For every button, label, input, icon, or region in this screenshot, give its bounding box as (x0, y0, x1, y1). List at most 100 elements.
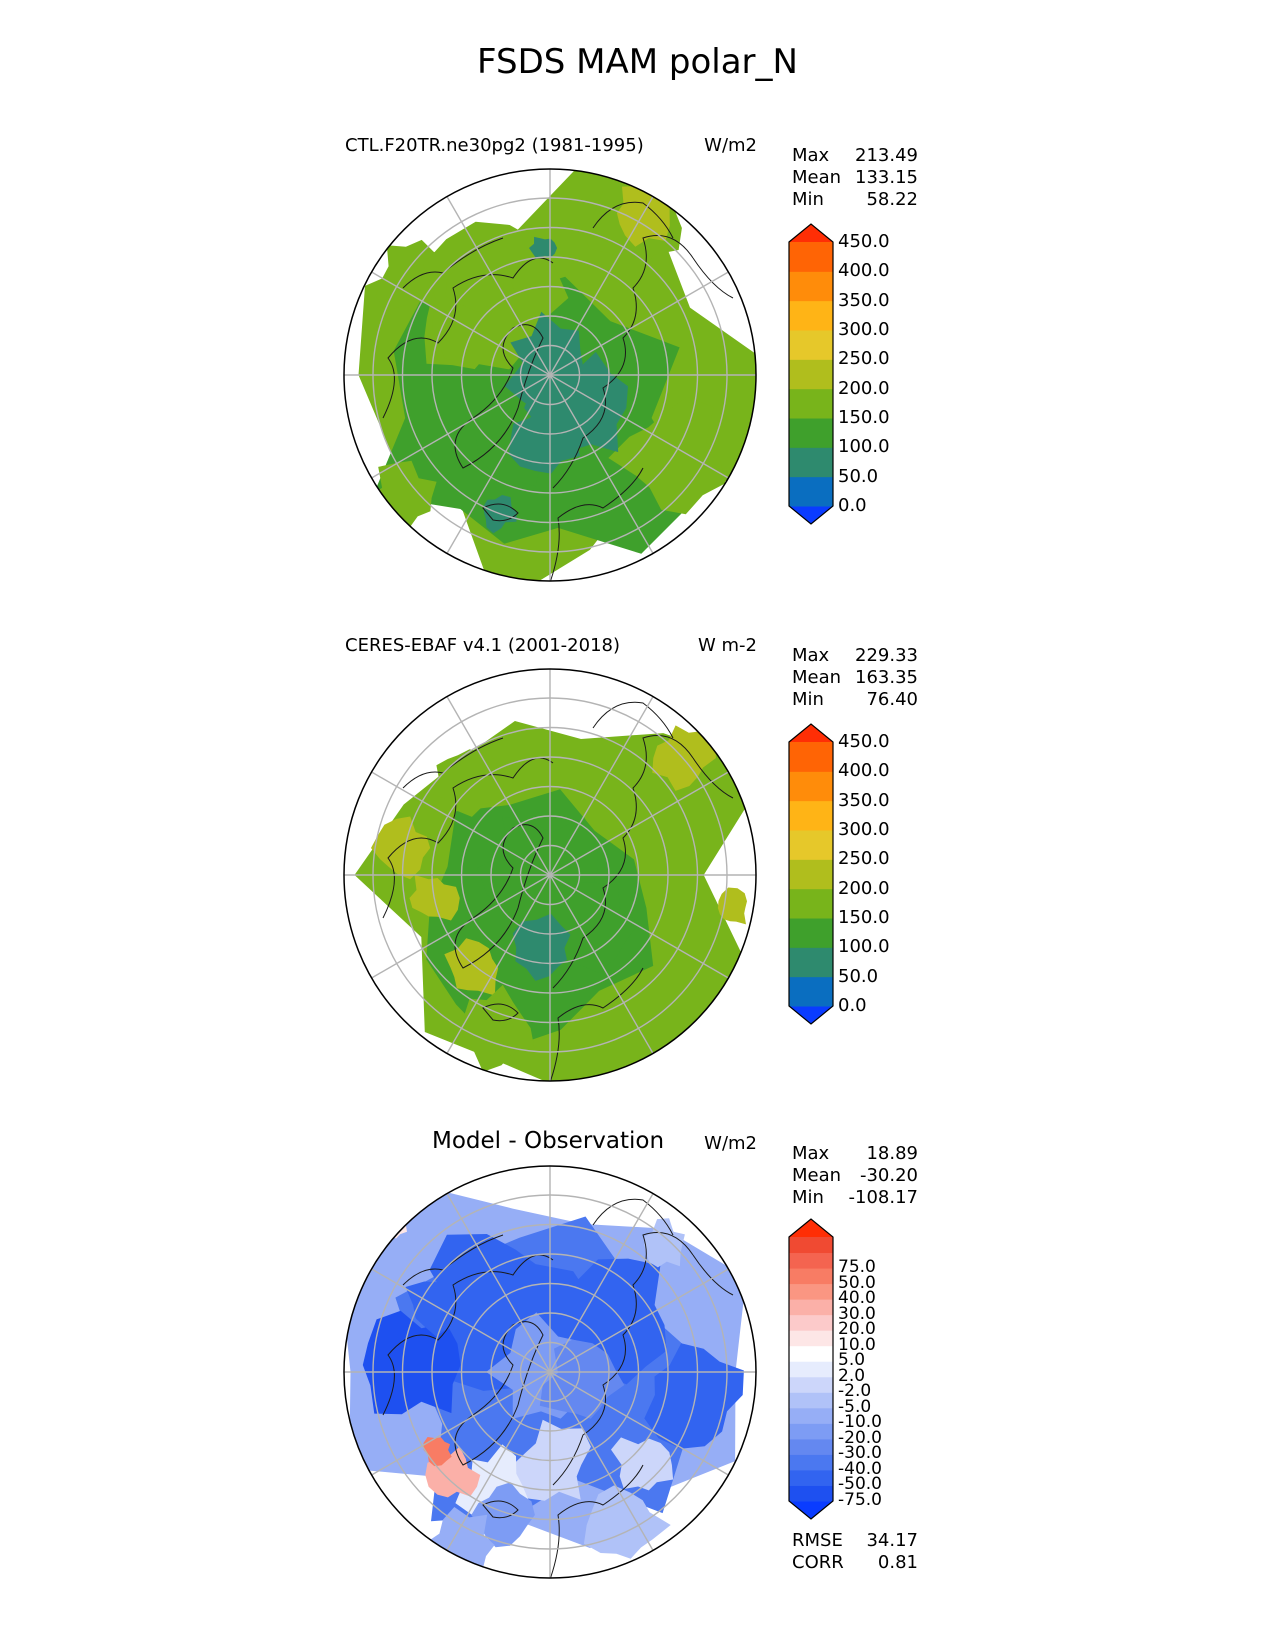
stat-label: Mean (792, 667, 842, 688)
meridian-line (446, 1193, 551, 1373)
stat-max: Max 18.89 (792, 1143, 918, 1165)
stat-label: Max (792, 645, 830, 666)
meridian-line (549, 271, 729, 376)
colorbar-segment (789, 1438, 833, 1455)
stats-box: Max 18.89 Mean -30.20 Min -108.17 (792, 1143, 918, 1209)
field-region (608, 396, 726, 515)
colorbar-tick-label: -50.0 (838, 1474, 882, 1495)
colorbar-tick-label: 2.0 (838, 1365, 866, 1386)
colorbar-segment (789, 1299, 833, 1316)
colorbar-arrow-low (789, 1006, 833, 1024)
colorbar-segment (789, 1407, 833, 1424)
stat-mean: Mean 163.35 (792, 667, 918, 689)
colorbar-tick-label: 250.0 (838, 348, 890, 370)
coastline (552, 735, 694, 989)
colorbar-tick-label: 350.0 (838, 789, 890, 811)
colorbar-segment (789, 742, 833, 772)
colorbar-segment (789, 418, 833, 448)
field-region (616, 186, 670, 247)
stat-value: 213.49 (855, 145, 918, 166)
field-region (449, 984, 535, 1072)
colorbar-segment (789, 1283, 833, 1300)
colorbar-tick-label: -20.0 (838, 1427, 882, 1448)
colorbar-segment (789, 271, 833, 302)
colorbar-tick-label: 75.0 (838, 1257, 876, 1278)
colorbar-outline (788, 223, 834, 525)
colorbar-tick-label: 400.0 (838, 260, 890, 282)
stat-value: -30.20 (859, 1165, 918, 1186)
field-region (652, 725, 716, 791)
colorbar-tick-label: 400.0 (838, 760, 890, 782)
field-region (471, 1482, 535, 1548)
figure-title: FSDS MAM polar_N (477, 42, 798, 82)
field-region (508, 412, 581, 474)
meridian-line (549, 1268, 729, 1373)
field-region (392, 1201, 413, 1219)
metric-label: RMSE (792, 1530, 843, 1551)
colorbar-tick-label: 5.0 (838, 1350, 866, 1371)
coastline (547, 967, 644, 1081)
panel-obs: CERES-EBAF v4.1 (2001-2018) W m-2 Max 229… (0, 625, 1275, 1105)
colorbar-arrow-high (789, 224, 833, 242)
colorbar-segment (789, 1268, 833, 1285)
meridian-line (446, 696, 551, 876)
colorbar-segment (789, 1252, 833, 1269)
map-field (344, 169, 756, 581)
colorbar (788, 223, 834, 525)
coastline (482, 503, 519, 522)
colorbar-segment (789, 330, 833, 360)
colorbar-segment (789, 1485, 833, 1502)
colorbar (788, 1218, 834, 1520)
meridian-line (371, 771, 551, 876)
colorbar-tick-label: -5.0 (838, 1396, 872, 1417)
meridian-line (371, 374, 551, 479)
field-region (362, 1310, 461, 1415)
coastline (692, 257, 734, 299)
colorbar-tick-label: 20.0 (838, 1319, 876, 1340)
stat-value: -108.17 (848, 1187, 918, 1208)
meridian-line (549, 874, 654, 1054)
stat-label: Min (792, 1187, 824, 1208)
stat-min: Min 58.22 (792, 189, 918, 211)
meridian-line (549, 196, 654, 376)
colorbar-segment (789, 1361, 833, 1378)
map-field (344, 669, 756, 1081)
colorbar-segment (789, 1469, 833, 1486)
field-region (371, 816, 431, 880)
coastline (552, 235, 694, 489)
coastline (482, 1003, 519, 1022)
map-boundary (343, 168, 757, 582)
colorbar-tick-label: 200.0 (838, 877, 890, 899)
colorbar-segment (789, 1423, 833, 1440)
colorbar-arrow-high (789, 1219, 833, 1237)
panel-title: CTL.F20TR.ne30pg2 (1981-1995) (345, 135, 644, 156)
coastline (482, 1500, 519, 1519)
meridian-line (371, 874, 551, 979)
map-boundary (343, 668, 757, 1082)
colorbar-tick-label: 50.0 (838, 465, 879, 487)
meridian-line (371, 1371, 551, 1476)
stat-value: 18.89 (866, 1143, 918, 1164)
coastline (382, 757, 554, 919)
colorbar-segment (789, 771, 833, 802)
map-field (344, 1166, 756, 1578)
panel-model: CTL.F20TR.ne30pg2 (1981-1995) W/m2 Max 21… (0, 125, 1275, 605)
coastline (382, 257, 554, 419)
colorbar-tick-label: 300.0 (838, 819, 890, 840)
coastline (382, 1254, 554, 1416)
colorbar-segment (789, 476, 833, 507)
coastline (692, 1254, 734, 1296)
colorbar-segment (789, 1376, 833, 1393)
colorbar-segment (789, 918, 833, 948)
colorbar-tick-label: 350.0 (838, 289, 890, 311)
colorbar-segment (789, 947, 833, 978)
field-region (611, 1437, 674, 1491)
meridian-line (446, 874, 551, 1054)
colorbar-tick-label: 50.0 (838, 1272, 876, 1293)
field-region (644, 1218, 685, 1268)
coastline (592, 201, 674, 239)
metrics-box: RMSE 34.17 CORR 0.81 (792, 1530, 918, 1574)
colorbar-tick-label: 30.0 (838, 1303, 876, 1324)
stat-value: 133.15 (855, 167, 918, 188)
colorbar-arrow-low (789, 506, 833, 524)
